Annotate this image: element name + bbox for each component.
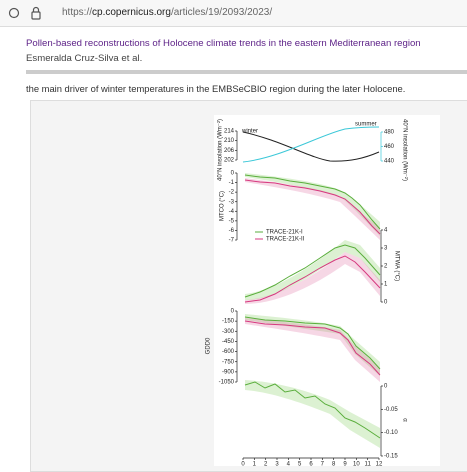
tick-label: -600 bbox=[222, 349, 235, 355]
tick-label: 460 bbox=[384, 144, 395, 150]
body-text: the main driver of winter temperatures i… bbox=[26, 83, 406, 94]
x-tick-label: 12 bbox=[376, 462, 383, 466]
tick-label: -4 bbox=[229, 209, 235, 215]
curve bbox=[244, 244, 381, 298]
article-title[interactable]: Pollen-based reconstructions of Holocene… bbox=[26, 38, 421, 49]
x-tick-label: 7 bbox=[321, 462, 325, 466]
tick-label: 214 bbox=[224, 129, 235, 135]
authors: Esmeralda Cruz-Silva et al. bbox=[26, 53, 143, 64]
icons bbox=[8, 6, 41, 20]
summer-label: summer bbox=[355, 122, 377, 128]
curve bbox=[244, 174, 381, 230]
axis-label: MTWA (°C) bbox=[393, 251, 399, 281]
tick-label: -1050 bbox=[219, 380, 235, 386]
tick-label: -300 bbox=[222, 329, 235, 335]
band bbox=[245, 380, 380, 448]
tick-label: -750 bbox=[222, 359, 235, 365]
tick-label: 2 bbox=[384, 264, 388, 270]
x-tick-label: 3 bbox=[275, 462, 279, 466]
tick-label: 0 bbox=[384, 384, 388, 390]
tick-label: -450 bbox=[222, 339, 235, 345]
tick-label: -6 bbox=[229, 228, 235, 234]
tick-label: -5 bbox=[229, 218, 235, 224]
x-tick-label: 1 bbox=[253, 462, 257, 466]
legend-label: TRACE-21K-I bbox=[266, 230, 303, 236]
band bbox=[245, 178, 380, 240]
tick-label: 480 bbox=[384, 130, 395, 136]
tick-label: 4 bbox=[384, 228, 388, 234]
x-tick-label: 9 bbox=[343, 462, 347, 466]
tick-label: 206 bbox=[224, 148, 235, 154]
winter-label: winter bbox=[241, 129, 258, 135]
url[interactable]: https://cp.copernicus.org/articles/19/20… bbox=[62, 7, 272, 18]
tick-label: 1 bbox=[384, 282, 388, 288]
tick-label: -0.15 bbox=[384, 454, 398, 460]
band bbox=[245, 173, 380, 236]
band bbox=[245, 318, 380, 382]
curve bbox=[244, 381, 381, 439]
tick-label: -1 bbox=[229, 180, 235, 186]
url-domain: cp.copernicus.org bbox=[92, 7, 171, 18]
x-tick-label: 6 bbox=[309, 462, 313, 466]
tick-label: -7 bbox=[229, 238, 235, 244]
clipped-line bbox=[26, 70, 467, 74]
axis-label: MTCO (°C) bbox=[220, 191, 226, 221]
tick-label: 440 bbox=[384, 159, 395, 165]
curve bbox=[244, 255, 381, 303]
axis-label: 40°N insolation (Wm⁻²) bbox=[218, 119, 224, 181]
axis-label: α bbox=[401, 418, 407, 422]
tick-label: 210 bbox=[224, 138, 235, 144]
tick-label: -900 bbox=[222, 369, 235, 375]
curve bbox=[244, 179, 381, 235]
x-tick-label: 2 bbox=[264, 462, 268, 466]
url-path: /articles/19/2093/2023/ bbox=[170, 7, 273, 18]
band bbox=[245, 314, 380, 376]
x-tick-label: 5 bbox=[298, 462, 302, 466]
tick-label: -2 bbox=[229, 190, 235, 196]
url-scheme: https:// bbox=[62, 7, 93, 18]
x-tick-label: 0 bbox=[241, 462, 245, 466]
tick-label: 0 bbox=[231, 171, 235, 177]
curve bbox=[244, 316, 381, 370]
x-tick-label: 4 bbox=[287, 462, 291, 466]
tick-label: -0.10 bbox=[384, 430, 398, 436]
legend-label: TRACE-21K-II bbox=[266, 237, 305, 243]
band bbox=[245, 240, 380, 300]
tick-label: 3 bbox=[384, 246, 388, 252]
axis-label: 40°N insolation (Wm⁻²) bbox=[401, 119, 407, 181]
browser-bar: https://cp.copernicus.org/articles/19/20… bbox=[0, 0, 467, 27]
x-tick-label: 11 bbox=[365, 462, 372, 466]
tick-label: -0.05 bbox=[384, 407, 398, 413]
x-tick-label: 10 bbox=[353, 462, 360, 466]
curve bbox=[244, 320, 381, 376]
winter-curve bbox=[242, 131, 380, 162]
figure-image bbox=[214, 115, 440, 466]
tick-label: 202 bbox=[224, 158, 235, 164]
summer-curve bbox=[242, 126, 380, 163]
x-tick-label: 8 bbox=[332, 462, 336, 466]
tick-label: -150 bbox=[222, 319, 235, 325]
tick-label: 0 bbox=[384, 300, 388, 306]
tick-label: 0 bbox=[231, 309, 235, 315]
axis-label: GDD0 bbox=[206, 337, 212, 354]
tick-label: -3 bbox=[229, 199, 235, 205]
band bbox=[245, 252, 380, 304]
